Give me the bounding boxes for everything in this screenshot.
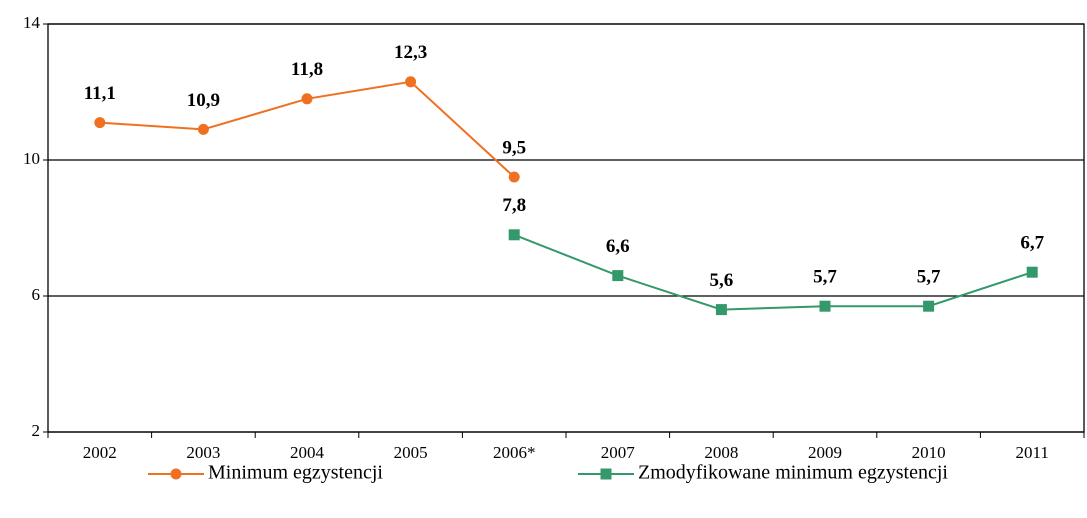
- value-label: 7,8: [502, 195, 526, 216]
- data-point: [715, 304, 727, 316]
- x-tick-label: 2009: [808, 443, 842, 462]
- data-point: [819, 300, 831, 312]
- data-point: [508, 229, 520, 241]
- x-tick-label: 2004: [290, 443, 325, 462]
- value-label: 11,1: [84, 83, 116, 104]
- legend-label: Minimum egzystencji: [208, 462, 383, 484]
- series-line: [513, 233, 1033, 311]
- x-tick-label: 2010: [912, 443, 946, 462]
- plot-frame: [47, 23, 1085, 433]
- data-point: [1026, 266, 1038, 278]
- value-label: 5,7: [917, 267, 941, 288]
- data-point: [301, 93, 313, 105]
- data-point: [923, 300, 935, 312]
- x-tick-label: 2005: [394, 443, 428, 462]
- data-point: [405, 76, 417, 88]
- data-point: [94, 117, 106, 129]
- y-tick-label: 2: [32, 421, 41, 440]
- x-tick-label: 2006*: [493, 443, 536, 462]
- value-label: 10,9: [187, 90, 220, 111]
- value-label: 5,6: [710, 270, 734, 291]
- x-tick-label: 2011: [1016, 443, 1049, 462]
- data-point: [508, 171, 520, 183]
- x-tick-label: 2008: [704, 443, 738, 462]
- x-tick-label: 2007: [601, 443, 636, 462]
- legend-label: Zmodyfikowane minimum egzystencji: [638, 462, 948, 484]
- legend-marker: [600, 468, 612, 480]
- x-tick-label: 2002: [83, 443, 117, 462]
- y-tick-label: 14: [23, 13, 41, 32]
- value-label: 11,8: [291, 59, 323, 80]
- value-label: 6,6: [606, 236, 630, 257]
- data-point: [612, 270, 624, 282]
- data-point: [197, 123, 209, 135]
- value-label: 12,3: [394, 42, 427, 63]
- y-tick-label: 6: [32, 285, 41, 304]
- x-tick-label: 2003: [186, 443, 220, 462]
- value-label: 5,7: [813, 267, 837, 288]
- legend-marker: [170, 468, 182, 480]
- value-label: 9,5: [502, 137, 526, 158]
- value-label: 6,7: [1020, 233, 1044, 254]
- y-tick-label: 10: [23, 149, 40, 168]
